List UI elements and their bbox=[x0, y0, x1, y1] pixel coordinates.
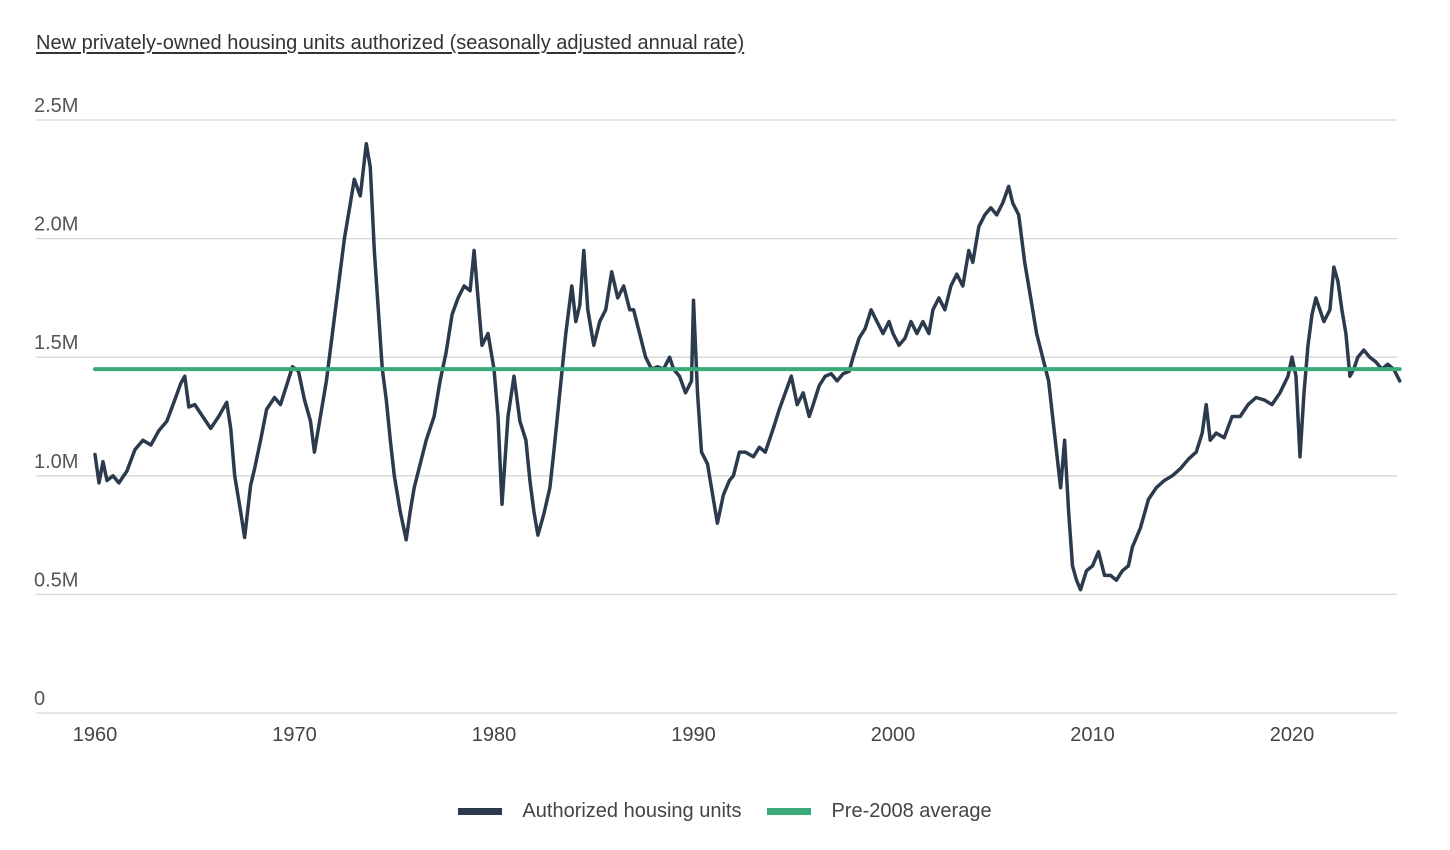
legend: Authorized housing units Pre-2008 averag… bbox=[0, 800, 1450, 823]
y-tick-label: 1.5M bbox=[34, 332, 78, 354]
series-layer bbox=[93, 141, 1402, 592]
gridlines bbox=[36, 119, 1397, 714]
x-tick-label: 1970 bbox=[272, 724, 317, 746]
y-tick-label: 0.5M bbox=[34, 569, 78, 591]
series-line-authorized bbox=[93, 141, 1402, 592]
y-tick-label: 1.0M bbox=[34, 451, 78, 473]
x-tick-label: 2020 bbox=[1270, 724, 1315, 746]
y-tick-label: 0 bbox=[34, 688, 45, 710]
legend-label-authorized: Authorized housing units bbox=[522, 800, 742, 822]
y-tick-label: 2.5M bbox=[34, 95, 78, 117]
x-tick-label: 1980 bbox=[472, 724, 517, 746]
x-tick-label: 2000 bbox=[871, 724, 916, 746]
x-tick-label: 1990 bbox=[671, 724, 716, 746]
x-tick-label: 2010 bbox=[1070, 724, 1115, 746]
legend-label-average: Pre-2008 average bbox=[831, 800, 992, 822]
y-axis-ticks: 0 0.5M 1.0M 1.5M 2.0M 2.5M bbox=[34, 95, 78, 710]
legend-swatch-average bbox=[767, 808, 812, 815]
legend-swatch-authorized bbox=[458, 808, 503, 815]
x-tick-label: 1960 bbox=[73, 724, 118, 746]
x-axis-ticks: 1960 1970 1980 1990 2000 2010 2020 bbox=[73, 724, 1315, 746]
y-tick-label: 2.0M bbox=[34, 214, 78, 236]
chart-title: New privately-owned housing units author… bbox=[36, 32, 745, 54]
legend-item-average: Pre-2008 average bbox=[767, 800, 992, 823]
legend-item-authorized: Authorized housing units bbox=[458, 800, 741, 823]
